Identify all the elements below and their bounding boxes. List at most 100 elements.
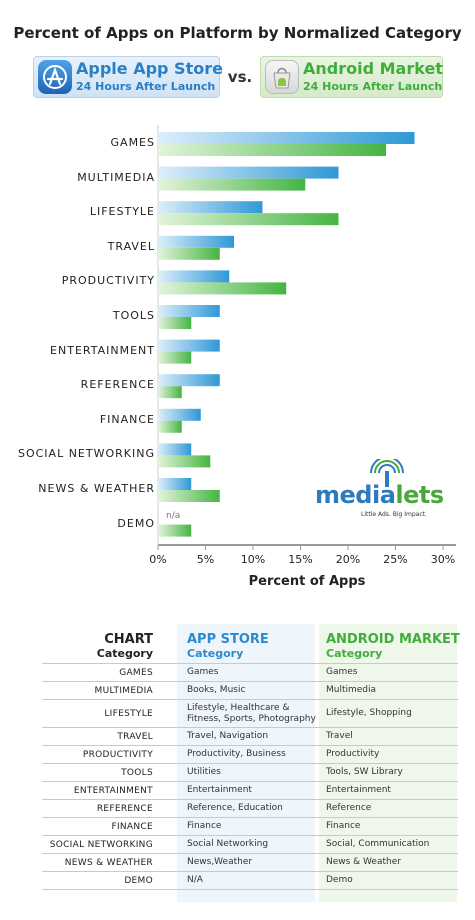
row-android-category: Multimedia <box>326 685 377 695</box>
apple-bar-reference <box>158 374 220 387</box>
table-row: ENTERTAINMENT Entertainment Entertainment <box>42 781 458 799</box>
category-label: NEWS & WEATHER <box>38 482 155 495</box>
apple-bar-travel <box>158 235 234 248</box>
android-bar-finance <box>158 420 182 433</box>
android-bar-travel <box>158 247 220 260</box>
android-market-subtitle: 24 Hours After Launch <box>303 80 443 93</box>
table-bottom-rule <box>42 889 458 890</box>
x-tick-label: 25% <box>383 553 408 566</box>
table-row: TRAVEL Travel, Navigation Travel <box>42 727 458 745</box>
row-app-store-category: Books, Music <box>187 685 246 695</box>
android-bar-lifestyle <box>158 213 339 226</box>
category-label: FINANCE <box>99 412 155 426</box>
row-chart-category: PRODUCTIVITY <box>82 749 153 760</box>
android-bar-reference <box>158 386 182 399</box>
row-android-category: Social, Communication <box>326 839 430 849</box>
app-store-icon <box>38 60 72 94</box>
row-app-store-category: Productivity, Business <box>187 749 286 759</box>
row-chart-category: SOCIAL NETWORKING <box>49 839 153 850</box>
category-label: ENTERTAINMENT <box>50 343 155 357</box>
apple-bar-multimedia <box>158 166 339 179</box>
chart-title: Percent of Apps on Platform by Normalize… <box>13 24 462 42</box>
row-android-category: Productivity <box>326 749 380 759</box>
android-bar-social-networking <box>158 455 211 468</box>
x-tick-label: 10% <box>240 553 266 566</box>
table-row: TOOLS Utilities Tools, SW Library <box>42 763 458 781</box>
row-android-category: News & Weather <box>326 857 401 867</box>
table-row: LIFESTYLE Lifestyle, Healthcare & Fitness… <box>42 699 458 727</box>
category-label: REFERENCE <box>80 378 155 392</box>
x-tick-label: 20% <box>335 553 361 566</box>
x-tick-label: 30% <box>430 553 456 566</box>
medialets-tagline: Little Ads. Big Impact. <box>361 511 427 518</box>
apple-bar-lifestyle <box>158 201 263 214</box>
row-chart-category: REFERENCE <box>96 803 153 814</box>
row-android-category: Tools, SW Library <box>326 767 403 777</box>
table-row: GAMES Games Games <box>42 663 458 681</box>
row-app-store-category: Games <box>187 667 219 677</box>
row-app-store-category: Finance <box>187 821 222 831</box>
apple-bar-productivity <box>158 270 230 283</box>
apple-bar-games <box>158 132 415 144</box>
row-app-store-category: Travel, Navigation <box>187 731 269 741</box>
row-android-category: Demo <box>326 875 353 885</box>
apple-store-name: Apple App Store <box>76 59 223 78</box>
row-app-store-category: Lifestyle, Healthcare & Fitness, Sports,… <box>187 702 316 724</box>
row-chart-category: TOOLS <box>121 767 153 778</box>
row-chart-category: ENTERTAINMENT <box>73 785 153 796</box>
category-label: TRAVEL <box>107 239 155 253</box>
row-android-category: Entertainment <box>326 785 391 795</box>
row-chart-category: NEWS & WEATHER <box>64 857 153 868</box>
table-row: FINANCE Finance Finance <box>42 817 458 835</box>
row-chart-category: DEMO <box>124 875 153 886</box>
demo-apple-na-annotation: n/a <box>166 511 181 521</box>
android-bar-entertainment <box>158 351 192 364</box>
row-chart-category: TRAVEL <box>117 731 153 742</box>
table-row: NEWS & WEATHER News,Weather News & Weather <box>42 853 458 871</box>
apple-bar-finance <box>158 408 201 421</box>
android-bar-demo <box>158 524 192 537</box>
table-row: PRODUCTIVITY Productivity, Business Produc… <box>42 745 458 763</box>
table-header-android-market: ANDROID MARKET Category <box>326 632 460 660</box>
row-chart-category: MULTIMEDIA <box>94 685 153 696</box>
category-label: TOOLS <box>112 309 155 322</box>
android-bar-productivity <box>158 282 287 295</box>
android-bar-multimedia <box>158 178 306 191</box>
row-app-store-category: N/A <box>187 875 203 885</box>
row-android-category: Games <box>326 667 358 677</box>
category-label: SOCIAL NETWORKING <box>17 447 155 461</box>
table-row: REFERENCE Reference, Education Reference <box>42 799 458 817</box>
row-android-category: Finance <box>326 821 361 831</box>
medialets-logo: medialets Little Ads. Big Impact. <box>315 459 445 525</box>
apple-bar-news-weather <box>158 478 192 490</box>
row-app-store-category: Social Networking <box>187 839 269 849</box>
medialets-wordmark: medialets <box>315 481 444 509</box>
row-android-category: Lifestyle, Shopping <box>326 708 412 718</box>
table-header-app-store: APP STORE Category <box>187 632 269 660</box>
category-label: DEMO <box>117 516 155 530</box>
versus-label: vs. <box>227 68 253 86</box>
row-android-category: Travel <box>326 731 353 741</box>
x-axis-label: Percent of Apps <box>248 574 366 589</box>
chart-plot-area <box>157 125 456 550</box>
apple-bar-tools <box>158 305 220 317</box>
android-market-icon <box>265 60 299 94</box>
android-market-badge: Android Market 24 Hours After Launch <box>260 56 443 98</box>
android-bar-games <box>158 144 386 156</box>
x-tick-label: 0% <box>149 553 167 566</box>
category-label: PRODUCTIVITY <box>61 274 155 288</box>
table-header-chart: CHART Category <box>96 632 153 660</box>
row-app-store-category: Utilities <box>187 767 221 777</box>
bar-chart: GAMES MULTIMEDIA LIFESTYLE TRAVEL PRODUCTIVI… <box>0 115 475 595</box>
android-market-name: Android Market <box>303 59 443 78</box>
category-label: LIFESTYLE <box>89 205 155 219</box>
android-bar-news-weather <box>158 490 220 502</box>
row-app-store-category: Reference, Education <box>187 803 283 813</box>
table-row: MULTIMEDIA Books, Music Multimedia <box>42 681 458 699</box>
x-tick-label: 15% <box>288 553 313 566</box>
row-chart-category: LIFESTYLE <box>104 708 153 719</box>
apple-app-store-badge: Apple App Store 24 Hours After Launch <box>33 56 223 98</box>
broadcast-icon <box>370 459 404 487</box>
row-chart-category: GAMES <box>119 667 153 678</box>
row-android-category: Reference <box>326 803 372 813</box>
